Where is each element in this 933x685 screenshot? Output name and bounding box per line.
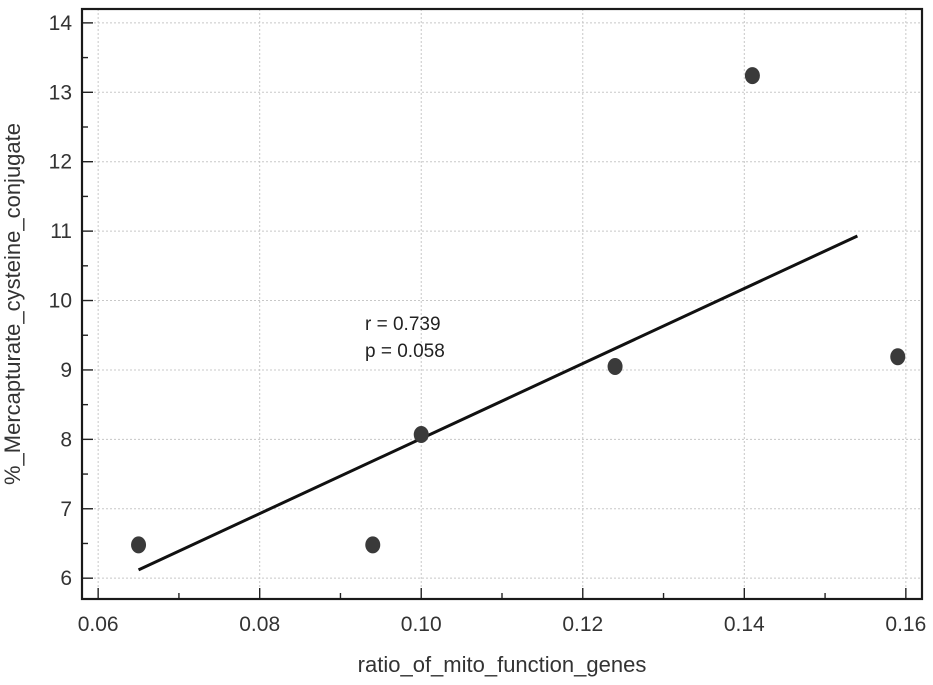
regression-line [137, 234, 859, 572]
y-tick-label: 13 [49, 81, 72, 104]
data-point [131, 536, 147, 554]
x-tick-label: 0.10 [401, 613, 442, 636]
x-tick-label: 0.14 [724, 613, 765, 636]
y-tick-label: 9 [60, 359, 72, 382]
y-tick-label: 6 [60, 567, 72, 590]
data-point [890, 348, 906, 366]
data-point [413, 425, 429, 443]
y-tick-label: 11 [50, 220, 72, 243]
tick-labels: 0.06 0.08 0.10 0.12 0.14 0.16 6 7 8 9 10 11 12 13 14 [49, 12, 927, 636]
correlation-annotation: r = 0.739 [365, 314, 441, 335]
x-tick-label: 0.08 [239, 613, 280, 636]
p-value-annotation: p = 0.058 [365, 341, 445, 362]
data-points [131, 67, 906, 554]
x-tick-label: 0.16 [885, 613, 926, 636]
y-axis-title: %_Mercapturate_cysteine_conjugate [0, 123, 25, 485]
grid [82, 9, 922, 599]
regression-line-group [137, 234, 859, 572]
x-tick-label: 0.12 [562, 613, 603, 636]
data-point [744, 67, 760, 85]
y-tick-label: 14 [49, 12, 73, 35]
y-tick-label: 8 [60, 428, 72, 451]
y-tick-label: 10 [49, 290, 72, 313]
x-axis-title: ratio_of_mito_function_genes [358, 652, 647, 677]
axis-ticks [82, 22, 907, 599]
data-point [607, 357, 623, 375]
data-point [365, 536, 381, 554]
plot-frame [80, 7, 924, 601]
y-tick-label: 7 [60, 498, 72, 521]
x-tick-label: 0.06 [78, 613, 119, 636]
y-tick-label: 12 [49, 151, 72, 174]
